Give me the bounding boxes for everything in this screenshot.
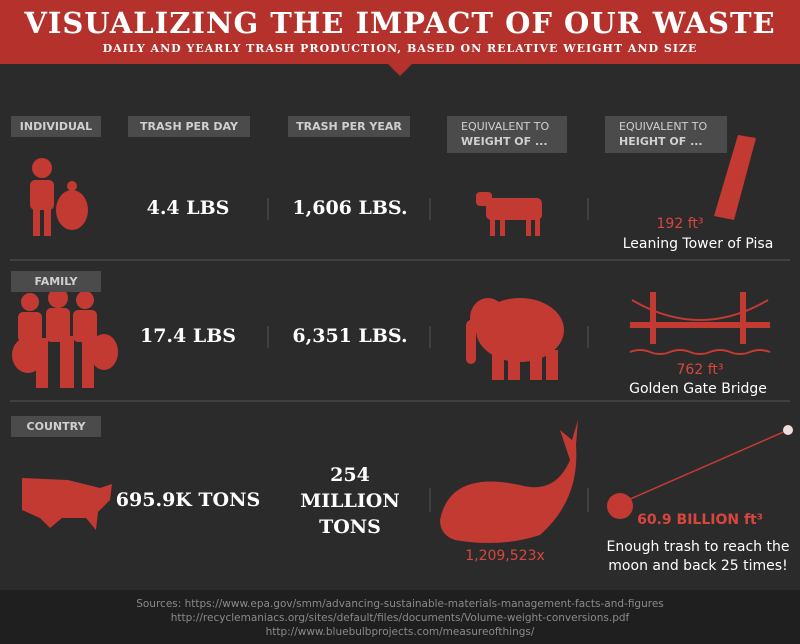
title: VISUALIZING THE IMPACT OF OUR WASTE [24, 6, 776, 40]
dividers [10, 198, 790, 512]
banner-pointer [388, 64, 412, 76]
per-year: 1,606 LBS. [292, 197, 408, 219]
height-name: Golden Gate Bridge [629, 381, 767, 397]
source: http://www.bluebulbprojects.com/measureo… [265, 626, 535, 638]
column-header: EQUIVALENT TO WEIGHT OF ... [447, 116, 567, 153]
moon [783, 425, 793, 435]
column-header: EQUIVALENT TO HEIGHT OF ... [605, 116, 727, 153]
icons [12, 135, 771, 544]
source: Sources: https://www.epa.gov/smm/advanci… [136, 598, 664, 610]
column-header: TRASH PER YEAR [288, 116, 410, 137]
height-name: Enough trash to reach the moon and back … [606, 539, 790, 574]
footer-band [0, 590, 800, 644]
column-header: TRASH PER DAY [128, 116, 250, 137]
row-label: INDIVIDUAL [11, 116, 101, 137]
header-banner [0, 0, 800, 64]
height-value: 762 ft³ [676, 362, 724, 378]
per-day: 695.9K TONS [115, 489, 261, 511]
per-day: 17.4 LBS [139, 325, 237, 347]
height-value: 60.9 BILLION ft³ [637, 512, 763, 528]
height-name: Leaning Tower of Pisa [622, 236, 774, 252]
header-line: EQUIVALENT TO [619, 120, 708, 133]
weight-note: 1,209,523x [465, 548, 545, 564]
header-line: WEIGHT OF ... [461, 135, 548, 148]
source: http://recyclemaniacs.org/sites/default/… [170, 612, 630, 624]
row-label: COUNTRY [11, 416, 101, 437]
height-value: 192 ft³ [656, 216, 704, 232]
header-line: EQUIVALENT TO [461, 120, 550, 133]
per-year: 6,351 LBS. [292, 325, 408, 347]
per-year: 254 MILLION TONS [300, 464, 400, 538]
per-day: 4.4 LBS [146, 197, 230, 219]
moon-line [627, 429, 789, 501]
row-label: FAMILY [11, 271, 101, 292]
header-line: HEIGHT OF ... [619, 135, 703, 148]
subtitle: DAILY AND YEARLY TRASH PRODUCTION, BASED… [102, 42, 698, 55]
